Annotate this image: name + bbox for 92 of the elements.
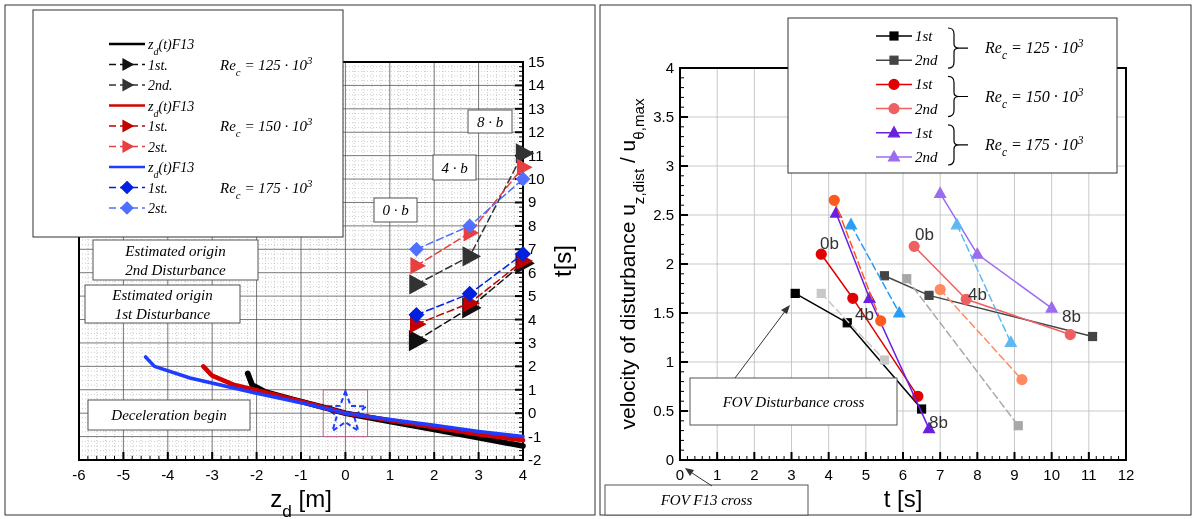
legend-label: 2st. xyxy=(148,201,168,216)
x-tick-label: 2 xyxy=(430,466,439,483)
y-tick-label: 5 xyxy=(528,287,537,305)
x-axis-title: z$_{d}$ [m] xyxy=(270,485,332,519)
y-axis-title: t[s] xyxy=(549,244,576,278)
annotation: FOV Disturbance cross xyxy=(721,393,865,410)
text: Re$_{c}$ = 125 · 10$^{3}$ xyxy=(984,37,1084,62)
x-tick-label: 0 xyxy=(341,466,350,483)
x-axis-title: t [s] xyxy=(883,485,923,512)
x-tick-label: -1 xyxy=(294,466,308,483)
y-tick-label: 3 xyxy=(528,333,537,351)
x-tick-label: -5 xyxy=(116,466,131,483)
x-tick-label: 12 xyxy=(1117,466,1135,483)
x-tick-label: 3 xyxy=(787,466,796,483)
legend-label: z$_{d}$(t)F13 xyxy=(147,160,195,180)
annotation: 0b xyxy=(915,225,934,244)
x-tick-label: 7 xyxy=(935,466,945,483)
annotation: Re$_{c}$ = 125 · 10$^{3}$ xyxy=(219,53,313,78)
x-tick-label: 3 xyxy=(474,466,483,483)
y-tick-label: 15 xyxy=(528,53,545,70)
y-tick-label: 8 xyxy=(528,216,537,234)
x-tick-label: -6 xyxy=(72,466,86,483)
y-tick-label: 14 xyxy=(528,76,545,94)
text-box: Estimated origin 2nd Disturbance xyxy=(92,239,259,281)
y-tick-label: 9 xyxy=(528,193,537,211)
y-tick-label: 4 xyxy=(528,310,537,328)
annotation: 8b xyxy=(1062,307,1081,326)
annotation: Re$_{c}$ = 150 · 10$^{3}$ xyxy=(984,85,1084,110)
y-tick-label: 7 xyxy=(528,240,537,258)
y-tick-label: 10 xyxy=(528,170,545,188)
x-tick-label: -2 xyxy=(249,466,264,483)
legend-label: 1st. xyxy=(148,119,168,134)
annotation: Re$_{c}$ = 175 · 10$^{3}$ xyxy=(219,176,313,201)
annotation: Estimated origin 1st Disturbance xyxy=(111,287,213,322)
legend-label: 1st xyxy=(915,124,934,141)
x-tick-label: 5 xyxy=(861,466,871,483)
y-tick-label: 6 xyxy=(528,263,537,281)
y-tick-label: -2 xyxy=(528,451,542,468)
text-box: Deceleration begin xyxy=(87,399,251,431)
text-box: FOV Disturbance cross xyxy=(689,377,898,426)
annotation: Deceleration begin xyxy=(110,407,227,423)
y-tick-label: 12 xyxy=(528,123,545,141)
x-tick-label: 11 xyxy=(1081,466,1097,483)
y-tick-label: 1 xyxy=(665,353,674,370)
y-tick-label: 2 xyxy=(665,255,674,272)
y-tick-label: 2 xyxy=(528,357,537,375)
y-tick-label: 3 xyxy=(665,157,674,174)
text-box: 0 · b xyxy=(373,197,418,223)
legend-label: 1st. xyxy=(148,180,168,196)
legend-label: z$_{d}$(t)F13 xyxy=(147,98,195,118)
y-tick-label: 0 xyxy=(528,404,537,422)
y-tick-label: 4 xyxy=(665,59,674,76)
annotation: Re$_{c}$ = 175 · 10$^{3}$ xyxy=(984,133,1084,158)
annotation: 0 · b xyxy=(382,202,410,218)
x-tick-label: 1 xyxy=(385,466,394,483)
text-box: FOV F13 cross xyxy=(604,484,809,516)
x-tick-label: -3 xyxy=(205,466,219,483)
y-tick-label: -1 xyxy=(528,427,542,445)
annotation: 4b xyxy=(968,285,987,304)
x-tick-label: 1 xyxy=(712,466,722,483)
legend-label: 1st xyxy=(915,28,934,44)
x-tick-label: 6 xyxy=(898,466,908,483)
annotation: 4 · b xyxy=(441,159,469,176)
y-tick-label: 0.5 xyxy=(653,402,674,419)
annotation: 8b xyxy=(929,413,948,432)
annotation: 0b xyxy=(820,234,839,253)
legend-label: 2nd xyxy=(915,52,938,69)
legend-label: 2nd xyxy=(915,149,938,165)
legend-label: 2nd. xyxy=(148,78,173,93)
text-box: Estimated origin 1st Disturbance xyxy=(84,284,241,324)
y-tick-label: 13 xyxy=(528,99,545,117)
x-tick-label: 10 xyxy=(1043,466,1061,483)
y-tick-label: 1.5 xyxy=(653,304,674,321)
x-tick-label: -4 xyxy=(161,466,175,483)
x-tick-label: 2 xyxy=(750,466,759,483)
legend-label: z$_{d}$(t)F13 xyxy=(147,37,195,57)
annotation: Estimated origin 2nd Disturbance xyxy=(124,243,227,278)
y-tick-label: 1 xyxy=(528,380,537,398)
text-box: 8 · b xyxy=(467,109,513,134)
x-tick-label: 9 xyxy=(1010,466,1019,483)
y-tick-label: 0 xyxy=(665,451,674,468)
y-tick-label: 3.5 xyxy=(653,108,674,125)
legend-label: 2st. xyxy=(148,139,168,155)
x-tick-label: 4 xyxy=(824,466,833,483)
legend-label: 1st. xyxy=(148,57,168,73)
legend-label: 1st xyxy=(915,76,934,93)
annotation: Re$_{c}$ = 150 · 10$^{3}$ xyxy=(219,115,313,139)
legend-label: 2nd xyxy=(915,100,938,117)
annotation: 8 · b xyxy=(476,113,504,130)
y-tick-label: 2.5 xyxy=(653,206,674,223)
x-tick-label: 8 xyxy=(973,466,982,483)
text-box: 4 · b xyxy=(432,154,477,181)
